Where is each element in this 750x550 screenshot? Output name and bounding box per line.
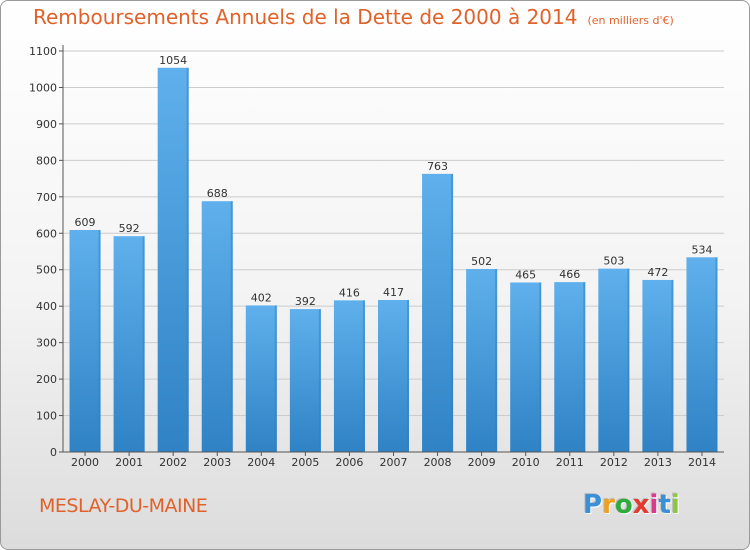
proxiti-logo[interactable]: Proxiti — [583, 490, 680, 520]
value-label: 503 — [603, 255, 624, 268]
x-tick-label: 2007 — [380, 456, 408, 469]
bar-edge — [407, 299, 409, 452]
value-label: 417 — [383, 286, 404, 299]
y-tick-label: 500 — [36, 264, 57, 277]
bar-2013 — [642, 279, 674, 452]
x-tick-label: 2011 — [556, 456, 584, 469]
bar-2010 — [510, 282, 542, 452]
bar-edge — [362, 300, 365, 452]
y-tick-label: 1100 — [29, 45, 57, 58]
value-label: 534 — [691, 243, 712, 256]
bar-edge — [186, 67, 189, 452]
bar-2005 — [289, 309, 321, 452]
x-tick-label: 2005 — [291, 456, 319, 469]
x-tick-label: 2000 — [71, 456, 99, 469]
bars — [69, 67, 718, 453]
x-tick-label: 2004 — [247, 456, 275, 469]
bar-edge — [671, 279, 674, 452]
bar-edge — [451, 173, 454, 453]
bar-2008 — [422, 173, 454, 453]
bar-2011 — [554, 282, 586, 452]
logo-letter: r — [602, 490, 615, 520]
value-label: 416 — [339, 286, 360, 299]
x-tick-label: 2013 — [644, 456, 672, 469]
bar-edge — [715, 257, 718, 452]
axes: 0 100 200 300 400 500 600 700 800 900 1000 1100 2000… — [29, 45, 724, 469]
value-label: 609 — [75, 216, 96, 229]
chart-title: Remboursements Annuels de la Dette de 20… — [33, 5, 674, 29]
value-label: 763 — [427, 160, 448, 173]
bar-edge — [230, 201, 233, 452]
value-label: 466 — [559, 268, 580, 281]
bar-edge — [583, 282, 586, 452]
logo-letter: o — [614, 490, 633, 520]
logo-letter: x — [632, 490, 650, 520]
value-label: 1054 — [159, 54, 187, 67]
value-label: 502 — [471, 255, 492, 268]
x-tick-label: 2008 — [424, 456, 452, 469]
bar-2012 — [598, 268, 630, 452]
x-tick-label: 2002 — [159, 456, 187, 469]
bar-edge — [98, 229, 101, 452]
x-tick-label: 2001 — [115, 456, 143, 469]
bar-2009 — [466, 268, 498, 452]
value-label: 592 — [119, 222, 140, 235]
bar-edge — [539, 282, 542, 452]
bar-2002 — [157, 67, 189, 452]
value-label: 472 — [647, 266, 668, 279]
bar-edge — [142, 236, 145, 452]
bar-edge — [274, 305, 277, 452]
city-name: MESLAY-DU-MAINE — [39, 495, 208, 517]
bar-2004 — [245, 305, 277, 452]
y-tick-label: 600 — [36, 227, 57, 240]
x-tick-label: 2003 — [203, 456, 231, 469]
y-tick-label: 200 — [36, 373, 57, 386]
logo-letter: P — [583, 490, 603, 520]
bar-2007 — [378, 299, 409, 452]
bar-edge — [627, 268, 630, 452]
x-tick-label: 2014 — [688, 456, 716, 469]
bar-edge — [318, 309, 321, 452]
x-tick-label: 2012 — [600, 456, 628, 469]
value-label: 402 — [251, 291, 272, 304]
data-labels: 609 592 1054 688 402 392 416 417 763 502 465 466 503… — [75, 54, 713, 308]
y-tick-label: 100 — [36, 410, 57, 423]
x-tick-label: 2009 — [468, 456, 496, 469]
bar-2000 — [69, 229, 101, 452]
y-tick-label: 0 — [50, 446, 57, 459]
bar-2006 — [333, 300, 365, 452]
bar-edge — [495, 268, 498, 452]
x-tick-label: 2010 — [512, 456, 540, 469]
title-text: Remboursements Annuels de la Dette de 20… — [33, 5, 578, 29]
subtitle-text: (en milliers d'€) — [587, 14, 674, 27]
bar-2001 — [113, 236, 145, 452]
bar-2003 — [201, 201, 233, 452]
bar-2014 — [686, 257, 718, 452]
value-label: 392 — [295, 295, 316, 308]
logo-letter: i — [649, 490, 659, 520]
y-tick-label: 400 — [36, 300, 57, 313]
y-tick-label: 900 — [36, 118, 57, 131]
logo-letter: i — [670, 490, 680, 520]
value-label: 688 — [207, 187, 228, 200]
y-tick-label: 800 — [36, 154, 57, 167]
value-label: 465 — [515, 268, 536, 281]
y-tick-label: 700 — [36, 191, 57, 204]
logo-letter: t — [658, 490, 671, 520]
y-tick-label: 300 — [36, 337, 57, 350]
x-tick-label: 2006 — [335, 456, 363, 469]
y-tick-label: 1000 — [29, 81, 57, 94]
